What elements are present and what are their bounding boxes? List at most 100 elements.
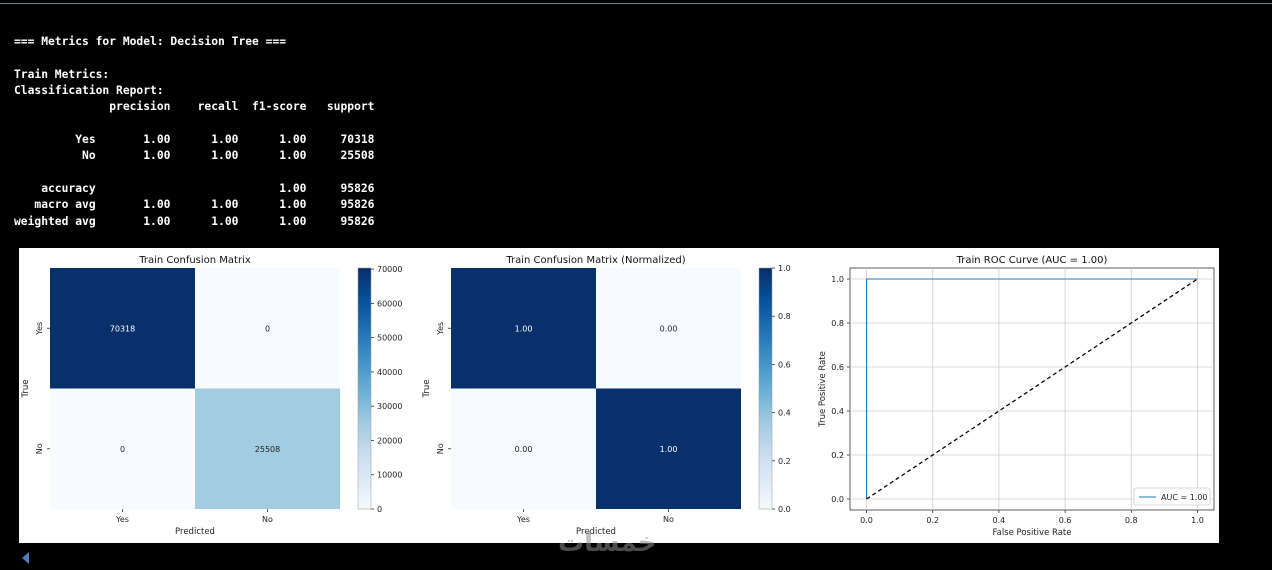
- colorbar-segment: [759, 472, 772, 478]
- roc-x-tick-label: 0.4: [993, 516, 1006, 525]
- roc-y-tick-label: 0.8: [831, 319, 844, 328]
- colorbar-segment: [358, 372, 371, 378]
- y-tick-label: No: [436, 443, 445, 454]
- colorbar-segment: [759, 284, 772, 289]
- colorbar-segment: [358, 408, 371, 414]
- heatmap-cell: [451, 388, 596, 509]
- heatmap-cell: [50, 268, 195, 389]
- colorbar-segment: [759, 400, 772, 406]
- colorbar-segment: [358, 268, 371, 273]
- console-line: Yes 1.00 1.00 1.00 70318: [14, 133, 375, 147]
- heatmap-cell-label: 0: [120, 445, 125, 454]
- colorbar-segment: [358, 476, 371, 482]
- roc-x-tick-label: 0.6: [1059, 516, 1072, 525]
- colorbar-segment: [358, 376, 371, 382]
- colorbar-segment: [358, 496, 371, 502]
- colorbar-segment: [759, 352, 772, 357]
- colorbar-segment: [759, 348, 772, 353]
- colorbar-segment: [358, 452, 371, 458]
- window-top-border: [0, 0, 1272, 4]
- colorbar-tick-label: 40000: [377, 368, 402, 377]
- colorbar-segment: [759, 292, 772, 297]
- colorbar-segment: [759, 432, 772, 438]
- colorbar-segment: [358, 416, 371, 422]
- colorbar-segment: [358, 492, 371, 498]
- colorbar-segment: [759, 456, 772, 462]
- colorbar-segment: [358, 364, 371, 370]
- colorbar-tick-label: 1.0: [778, 264, 791, 273]
- colorbar-segment: [759, 356, 772, 361]
- colorbar-segment: [759, 296, 772, 301]
- colorbar-segment: [358, 328, 371, 333]
- console-line: [14, 51, 374, 67]
- colorbar-segment: [358, 444, 371, 450]
- console-line: weighted avg 1.00 1.00 1.00 95826: [14, 214, 375, 228]
- colorbar-segment: [759, 488, 772, 494]
- colorbar-tick-label: 0.6: [778, 360, 791, 369]
- colorbar-segment: [759, 376, 772, 382]
- heatmap-cell: [195, 388, 340, 509]
- colorbar-segment: [759, 492, 772, 498]
- y-tick-label: Yes: [35, 322, 44, 336]
- colorbar-segment: [759, 308, 772, 313]
- roc-x-axis-label: False Positive Rate: [993, 528, 1072, 538]
- colorbar-segment: [759, 496, 772, 502]
- x-tick-label: No: [262, 515, 273, 524]
- colorbar-segment: [358, 344, 371, 349]
- colorbar-segment: [358, 296, 371, 301]
- metrics-figure: Train Confusion Matrix 70318 0 0 25508 Yes No Y…: [19, 248, 1219, 543]
- colorbar-segment: [759, 324, 772, 329]
- colorbar-frame: [758, 267, 773, 510]
- colorbar-segment: [358, 332, 371, 337]
- colorbar-tick-label: 10000: [377, 471, 402, 480]
- colorbar-segment: [759, 372, 772, 378]
- colorbar-segment: [358, 420, 371, 426]
- roc-y-tick-label: 0.4: [831, 407, 844, 416]
- x-axis-label: Predicted: [175, 527, 215, 537]
- colorbar-segment: [759, 384, 772, 390]
- roc-diagonal-line: [866, 278, 1198, 500]
- colorbar-segment: [358, 436, 371, 442]
- colorbar-segment: [358, 320, 371, 325]
- colorbar-segment: [759, 336, 772, 341]
- colorbar-segment: [759, 464, 772, 470]
- heatmap-cell-label: 1.00: [660, 445, 678, 454]
- heatmap-cell-label: 70318: [110, 324, 135, 333]
- colorbar-segment: [358, 288, 371, 293]
- colorbar-segment: [759, 304, 772, 309]
- colorbar-segment: [759, 300, 772, 305]
- heatmap-cell: [195, 268, 340, 389]
- console-output: === Metrics for Model: Decision Tree ===…: [14, 18, 374, 230]
- colorbar-segment: [358, 380, 371, 386]
- colorbar-segment: [358, 488, 371, 494]
- colorbar-segment: [759, 328, 772, 333]
- colorbar-segment: [358, 412, 371, 418]
- colorbar-segment: [759, 444, 772, 450]
- colorbar-segment: [759, 316, 772, 321]
- colorbar-segment: [759, 440, 772, 446]
- watermark-logo: خمسات: [558, 528, 657, 558]
- colorbar-segment: [759, 428, 772, 434]
- colorbar-segment: [759, 392, 772, 398]
- colorbar-segment: [358, 396, 371, 402]
- heatmap-cell: [596, 388, 741, 509]
- console-line: [14, 18, 374, 34]
- y-axis-label: True: [422, 379, 432, 398]
- colorbar-segment: [358, 392, 371, 398]
- colorbar-segment: [358, 456, 371, 462]
- roc-title: Train ROC Curve (AUC = 1.00): [956, 255, 1108, 266]
- y-axis-label: True: [21, 379, 31, 398]
- colorbar-segment: [358, 336, 371, 341]
- colorbar-segment: [358, 292, 371, 297]
- heatmap-cell: [50, 388, 195, 509]
- roc-y-tick-label: 0.0: [831, 495, 844, 504]
- colorbar-segment: [759, 412, 772, 418]
- colorbar-segment: [759, 504, 772, 510]
- colorbar-segment: [358, 504, 371, 510]
- x-tick-label: Yes: [115, 515, 129, 524]
- roc-y-axis-label: True Positive Rate: [818, 351, 828, 428]
- scroll-left-arrow-icon[interactable]: [22, 552, 29, 564]
- colorbar-segment: [759, 484, 772, 490]
- colorbar-segment: [358, 356, 371, 361]
- colorbar-segment: [759, 500, 772, 506]
